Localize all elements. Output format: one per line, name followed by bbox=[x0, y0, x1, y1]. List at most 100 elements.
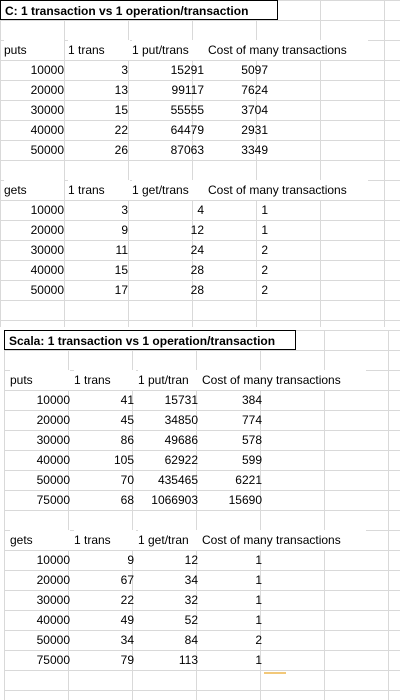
table-cell-one-trans[interactable]: 86 bbox=[120, 433, 134, 447]
table-cell-op-per-trans[interactable]: 1066903 bbox=[151, 493, 198, 507]
table-cell-count[interactable]: 75000 bbox=[36, 493, 70, 507]
table-cell-one-trans[interactable]: 79 bbox=[120, 653, 134, 667]
table-cell-one-trans[interactable]: 34 bbox=[120, 633, 134, 647]
table-cell-one-trans[interactable]: 22 bbox=[120, 593, 134, 607]
table-cell-count[interactable]: 10000 bbox=[36, 393, 70, 407]
table-cell-one-trans[interactable]: 3 bbox=[121, 63, 128, 77]
table-cell-op-per-trans[interactable]: 15731 bbox=[164, 393, 198, 407]
table-cell-op-per-trans[interactable]: 84 bbox=[184, 633, 198, 647]
table-cell-count[interactable]: 20000 bbox=[30, 83, 64, 97]
table-cell-cost[interactable]: 2 bbox=[261, 263, 268, 277]
table-cell-one-trans[interactable]: 15 bbox=[114, 263, 128, 277]
table-cell-op-per-trans[interactable]: 4 bbox=[197, 203, 204, 217]
column-header-operation[interactable]: puts bbox=[10, 370, 70, 390]
column-header-one-trans[interactable]: 1 trans bbox=[74, 370, 136, 390]
table-cell-one-trans[interactable]: 105 bbox=[113, 453, 134, 467]
table-cell-one-trans[interactable]: 11 bbox=[115, 243, 128, 257]
table-cell-count[interactable]: 20000 bbox=[36, 573, 70, 587]
table-cell-op-per-trans[interactable]: 12 bbox=[184, 553, 198, 567]
table-cell-cost[interactable]: 578 bbox=[241, 433, 262, 447]
table-cell-one-trans[interactable]: 26 bbox=[114, 143, 128, 157]
table-cell-count[interactable]: 50000 bbox=[30, 143, 64, 157]
table-cell-count[interactable]: 75000 bbox=[36, 653, 70, 667]
column-header-op-per-trans[interactable]: 1 get/trans bbox=[132, 180, 208, 200]
table-cell-cost[interactable]: 3349 bbox=[241, 143, 268, 157]
table-cell-one-trans[interactable]: 15 bbox=[114, 103, 128, 117]
table-cell-op-per-trans[interactable]: 28 bbox=[190, 263, 204, 277]
table-cell-count[interactable]: 10000 bbox=[36, 553, 70, 567]
table-cell-op-per-trans[interactable]: 435465 bbox=[157, 473, 198, 487]
table-cell-count[interactable]: 30000 bbox=[30, 243, 64, 257]
column-header-cost[interactable]: Cost of many transactions bbox=[202, 370, 366, 390]
table-cell-count[interactable]: 40000 bbox=[30, 263, 64, 277]
table-cell-cost[interactable]: 2 bbox=[255, 633, 262, 647]
table-cell-op-per-trans[interactable]: 34 bbox=[184, 573, 198, 587]
column-header-cost[interactable]: Cost of many transactions bbox=[208, 40, 368, 60]
column-header-op-per-trans[interactable]: 1 get/tran bbox=[138, 530, 204, 550]
table-cell-count[interactable]: 40000 bbox=[36, 453, 70, 467]
table-cell-op-per-trans[interactable]: 32 bbox=[184, 593, 198, 607]
table-cell-cost[interactable]: 1 bbox=[255, 573, 262, 587]
table-cell-op-per-trans[interactable]: 99117 bbox=[171, 83, 204, 97]
scala-section-title[interactable]: Scala: 1 transaction vs 1 operation/tran… bbox=[4, 330, 296, 350]
table-cell-cost[interactable]: 1 bbox=[255, 593, 262, 607]
table-cell-count[interactable]: 10000 bbox=[30, 63, 64, 77]
table-cell-cost[interactable]: 1 bbox=[261, 203, 268, 217]
column-header-one-trans[interactable]: 1 trans bbox=[68, 180, 130, 200]
table-cell-one-trans[interactable]: 70 bbox=[120, 473, 134, 487]
column-header-op-per-trans[interactable]: 1 put/tran bbox=[138, 370, 204, 390]
column-header-one-trans[interactable]: 1 trans bbox=[74, 530, 136, 550]
table-cell-count[interactable]: 50000 bbox=[36, 633, 70, 647]
table-cell-count[interactable]: 30000 bbox=[36, 433, 70, 447]
table-cell-one-trans[interactable]: 49 bbox=[120, 613, 134, 627]
table-cell-op-per-trans[interactable]: 113 bbox=[178, 653, 198, 667]
table-cell-op-per-trans[interactable]: 87063 bbox=[170, 143, 204, 157]
table-cell-one-trans[interactable]: 9 bbox=[127, 553, 134, 567]
table-cell-cost[interactable]: 2931 bbox=[241, 123, 268, 137]
table-cell-cost[interactable]: 2 bbox=[261, 243, 268, 257]
table-cell-op-per-trans[interactable]: 28 bbox=[190, 283, 204, 297]
table-cell-cost[interactable]: 1 bbox=[255, 553, 262, 567]
table-cell-count[interactable]: 20000 bbox=[36, 413, 70, 427]
table-cell-one-trans[interactable]: 68 bbox=[120, 493, 134, 507]
table-cell-op-per-trans[interactable]: 15291 bbox=[170, 63, 204, 77]
table-cell-one-trans[interactable]: 45 bbox=[120, 413, 134, 427]
table-cell-count[interactable]: 10000 bbox=[30, 203, 64, 217]
table-cell-cost[interactable]: 5097 bbox=[241, 63, 268, 77]
column-header-cost[interactable]: Cost of many transactions bbox=[208, 180, 368, 200]
table-cell-op-per-trans[interactable]: 52 bbox=[184, 613, 198, 627]
column-header-operation[interactable]: gets bbox=[4, 180, 64, 200]
table-cell-count[interactable]: 30000 bbox=[30, 103, 64, 117]
table-cell-one-trans[interactable]: 3 bbox=[121, 203, 128, 217]
table-cell-cost[interactable]: 774 bbox=[241, 413, 262, 427]
column-header-operation[interactable]: gets bbox=[10, 530, 70, 550]
table-cell-cost[interactable]: 3704 bbox=[241, 103, 268, 117]
table-cell-count[interactable]: 20000 bbox=[30, 223, 64, 237]
table-cell-op-per-trans[interactable]: 62922 bbox=[164, 453, 198, 467]
table-cell-cost[interactable]: 6221 bbox=[235, 473, 262, 487]
column-header-one-trans[interactable]: 1 trans bbox=[68, 40, 130, 60]
table-cell-op-per-trans[interactable]: 12 bbox=[190, 223, 204, 237]
table-cell-op-per-trans[interactable]: 34850 bbox=[164, 413, 198, 427]
table-cell-one-trans[interactable]: 13 bbox=[114, 83, 128, 97]
table-cell-count[interactable]: 40000 bbox=[30, 123, 64, 137]
table-cell-op-per-trans[interactable]: 64479 bbox=[170, 123, 204, 137]
table-cell-op-per-trans[interactable]: 24 bbox=[190, 243, 204, 257]
table-cell-count[interactable]: 30000 bbox=[36, 593, 70, 607]
column-header-op-per-trans[interactable]: 1 put/trans bbox=[132, 40, 208, 60]
table-cell-count[interactable]: 50000 bbox=[36, 473, 70, 487]
table-cell-op-per-trans[interactable]: 49686 bbox=[164, 433, 198, 447]
table-cell-one-trans[interactable]: 17 bbox=[114, 283, 128, 297]
table-cell-cost[interactable]: 1 bbox=[261, 223, 268, 237]
table-cell-cost[interactable]: 2 bbox=[261, 283, 268, 297]
table-cell-cost[interactable]: 599 bbox=[241, 453, 262, 467]
table-cell-cost[interactable]: 15690 bbox=[228, 493, 262, 507]
table-cell-one-trans[interactable]: 67 bbox=[120, 573, 134, 587]
table-cell-one-trans[interactable]: 22 bbox=[114, 123, 128, 137]
table-cell-one-trans[interactable]: 9 bbox=[121, 223, 128, 237]
table-cell-count[interactable]: 50000 bbox=[30, 283, 64, 297]
table-cell-op-per-trans[interactable]: 55555 bbox=[170, 103, 204, 117]
table-cell-cost[interactable]: 384 bbox=[241, 393, 262, 407]
table-cell-cost[interactable]: 7624 bbox=[241, 83, 268, 97]
table-cell-cost[interactable]: 1 bbox=[255, 653, 262, 667]
